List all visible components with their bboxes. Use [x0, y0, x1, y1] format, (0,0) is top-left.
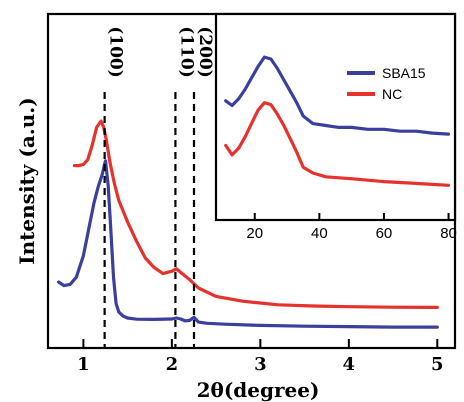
- inset-x-tick-label-3: 80: [440, 225, 457, 242]
- main-x-tick-label-2: 3: [254, 354, 267, 375]
- reference-label-0: (100): [106, 26, 126, 78]
- legend: SBA15 NC: [347, 65, 426, 102]
- main-x-tick-label-4: 5: [431, 354, 444, 375]
- inset-x-tick-label-2: 60: [376, 225, 393, 242]
- inset-plot: 20 40 60 80 SBA15 NC: [214, 12, 457, 242]
- inset-x-tick-label-0: 20: [246, 225, 263, 242]
- inset-series-0-line: [224, 55, 451, 136]
- y-axis-title: Intensity (a.u.): [15, 97, 39, 264]
- reference-label-1: (110): [176, 26, 196, 78]
- inset-series-1-line: [224, 101, 451, 187]
- inset-series-group: [224, 55, 451, 187]
- inset-plot-frame: [214, 12, 457, 222]
- main-series-0-line: [57, 159, 439, 329]
- inset-x-tick-label-1: 40: [311, 225, 328, 242]
- reference-lines: (100) (110)(200): [103, 26, 215, 348]
- reference-label-2: (200): [195, 26, 215, 78]
- main-x-tick-label-0: 1: [77, 354, 90, 375]
- main-x-tick-label-3: 4: [343, 354, 356, 375]
- inset-x-ticks: 20 40 60 80: [246, 213, 457, 242]
- legend-label-nc: NC: [382, 86, 402, 102]
- legend-label-sba15: SBA15: [382, 65, 426, 81]
- main-series-group: [57, 119, 439, 329]
- main-series-1-line: [72, 119, 439, 309]
- main-x-tick-label-1: 2: [166, 354, 179, 375]
- main-x-ticks: 1 2 3 4 5: [77, 339, 444, 375]
- x-axis-title: 2θ(degree): [197, 378, 320, 402]
